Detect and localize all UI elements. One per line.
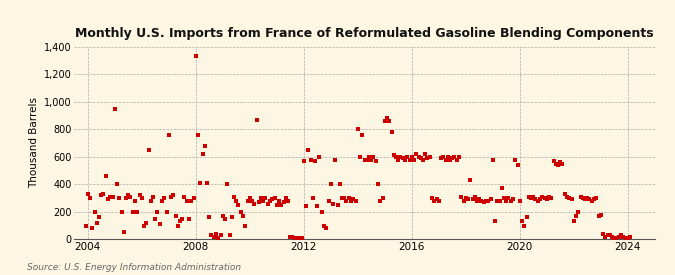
Point bbox=[84, 196, 95, 200]
Point bbox=[404, 157, 415, 162]
Point bbox=[440, 157, 451, 162]
Point bbox=[80, 223, 91, 228]
Point bbox=[132, 210, 142, 214]
Point bbox=[550, 161, 561, 166]
Point bbox=[474, 197, 485, 202]
Point bbox=[595, 212, 606, 217]
Point bbox=[204, 215, 215, 219]
Point bbox=[337, 196, 348, 200]
Point bbox=[597, 232, 608, 236]
Point bbox=[352, 127, 363, 131]
Point bbox=[325, 182, 336, 186]
Point bbox=[377, 196, 388, 200]
Point bbox=[458, 199, 469, 203]
Point bbox=[155, 222, 165, 226]
Point bbox=[589, 197, 599, 202]
Point bbox=[587, 199, 597, 203]
Point bbox=[238, 214, 248, 218]
Point bbox=[499, 196, 510, 200]
Point bbox=[570, 214, 581, 218]
Point bbox=[582, 196, 593, 200]
Point bbox=[165, 194, 176, 199]
Point bbox=[566, 197, 577, 202]
Point bbox=[307, 196, 318, 200]
Point bbox=[175, 219, 186, 224]
Point bbox=[591, 196, 601, 200]
Point bbox=[327, 201, 338, 206]
Point bbox=[553, 163, 564, 167]
Point bbox=[546, 196, 557, 200]
Point bbox=[103, 197, 113, 202]
Point bbox=[584, 197, 595, 202]
Point bbox=[560, 192, 570, 196]
Point bbox=[386, 130, 397, 134]
Point bbox=[148, 194, 159, 199]
Point bbox=[420, 152, 431, 156]
Point bbox=[368, 155, 379, 159]
Point bbox=[267, 197, 277, 202]
Point bbox=[170, 214, 181, 218]
Point bbox=[422, 156, 433, 160]
Point bbox=[557, 161, 568, 166]
Point bbox=[143, 148, 154, 152]
Point bbox=[184, 216, 194, 221]
Point bbox=[526, 196, 537, 200]
Point bbox=[503, 196, 514, 200]
Point bbox=[564, 196, 574, 200]
Point bbox=[616, 233, 626, 237]
Point bbox=[317, 210, 327, 214]
Point bbox=[314, 155, 325, 159]
Text: Source: U.S. Energy Information Administration: Source: U.S. Energy Information Administ… bbox=[27, 263, 241, 272]
Point bbox=[323, 199, 334, 203]
Point bbox=[91, 221, 102, 225]
Point bbox=[123, 193, 134, 197]
Point bbox=[341, 199, 352, 203]
Point bbox=[219, 216, 230, 221]
Point bbox=[128, 210, 138, 214]
Point bbox=[265, 199, 275, 203]
Point bbox=[344, 196, 354, 200]
Point bbox=[350, 199, 361, 203]
Point bbox=[346, 199, 356, 203]
Point bbox=[290, 236, 300, 240]
Point bbox=[285, 234, 296, 239]
Point bbox=[411, 152, 422, 156]
Point bbox=[246, 199, 257, 203]
Point bbox=[280, 196, 291, 200]
Point bbox=[600, 234, 611, 239]
Point bbox=[319, 223, 329, 228]
Point bbox=[609, 236, 620, 240]
Title: Monthly U.S. Imports from France of Reformulated Gasoline Blending Components: Monthly U.S. Imports from France of Refo… bbox=[75, 27, 654, 40]
Point bbox=[373, 182, 383, 186]
Point bbox=[496, 186, 507, 191]
Point bbox=[620, 236, 631, 240]
Point bbox=[111, 182, 122, 186]
Point bbox=[258, 199, 269, 203]
Point bbox=[371, 159, 381, 163]
Point bbox=[157, 199, 167, 203]
Point bbox=[449, 155, 460, 159]
Point bbox=[510, 157, 520, 162]
Point bbox=[408, 157, 419, 162]
Point bbox=[573, 210, 584, 214]
Point bbox=[300, 204, 311, 208]
Point bbox=[357, 133, 368, 137]
Point bbox=[512, 163, 523, 167]
Point bbox=[462, 197, 473, 202]
Point bbox=[138, 223, 149, 228]
Point bbox=[431, 197, 442, 202]
Point bbox=[222, 182, 233, 186]
Point bbox=[611, 236, 622, 240]
Point bbox=[487, 157, 498, 162]
Point bbox=[118, 230, 129, 235]
Point bbox=[359, 157, 370, 162]
Point bbox=[141, 221, 152, 225]
Point bbox=[89, 210, 100, 214]
Point bbox=[519, 223, 530, 228]
Point bbox=[528, 194, 539, 199]
Point bbox=[562, 194, 572, 199]
Point bbox=[224, 233, 235, 237]
Point bbox=[402, 155, 412, 159]
Point bbox=[96, 193, 107, 197]
